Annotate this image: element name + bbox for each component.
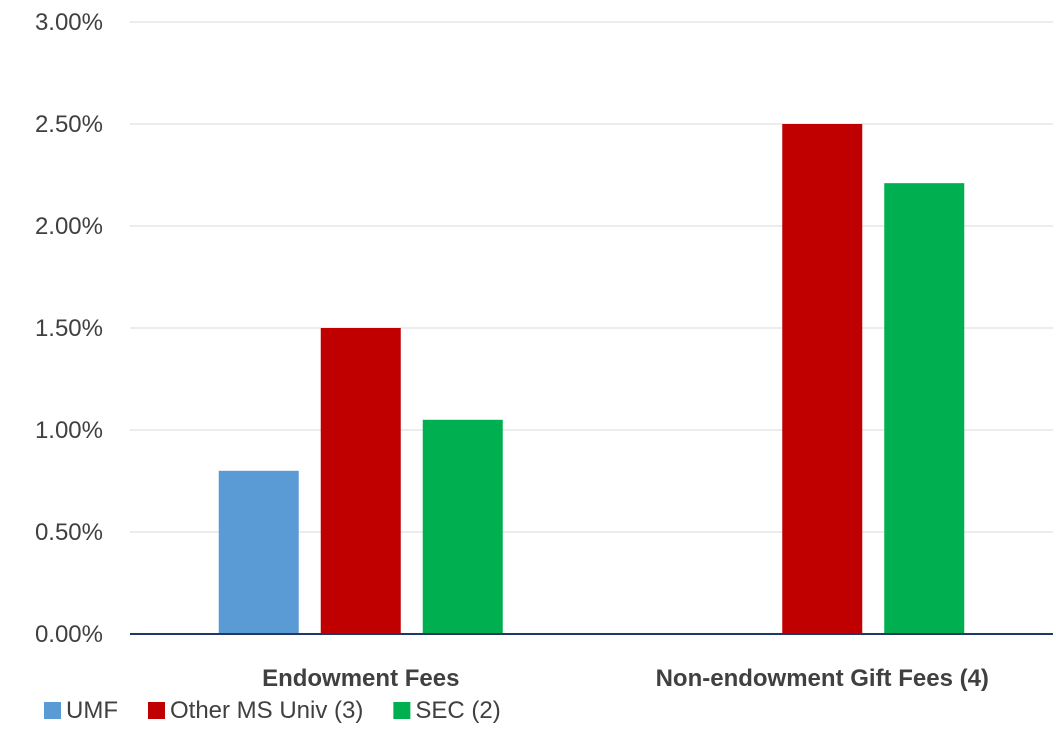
bars bbox=[218, 124, 965, 634]
y-tick-label: 2.50% bbox=[35, 111, 103, 138]
x-category-label: Non-endowment Gift Fees (4) bbox=[656, 665, 989, 692]
y-tick-label: 2.00% bbox=[35, 213, 103, 240]
legend-swatch bbox=[393, 702, 411, 719]
bar bbox=[884, 183, 965, 634]
legend-label: Other MS Univ (3) bbox=[170, 697, 363, 724]
legend-swatch bbox=[44, 702, 61, 719]
x-category-label: Endowment Fees bbox=[262, 665, 459, 692]
legend-label: SEC (2) bbox=[415, 697, 500, 724]
legend[interactable]: UMF Other MS Univ (3) SEC (2) bbox=[44, 697, 501, 724]
legend-item[interactable]: UMF bbox=[44, 697, 118, 724]
legend-swatch bbox=[147, 702, 165, 719]
bar bbox=[782, 124, 863, 634]
y-tick-labels: 0.00% 0.50% 1.00% 1.50% 2.00% 2.50% 3.00% bbox=[35, 9, 103, 648]
bar bbox=[422, 419, 503, 634]
y-tick-label: 1.50% bbox=[35, 315, 103, 342]
bar bbox=[218, 470, 299, 634]
bar bbox=[320, 328, 401, 634]
legend-label: UMF bbox=[66, 697, 118, 724]
legend-item[interactable]: SEC (2) bbox=[393, 697, 501, 724]
legend-item[interactable]: Other MS Univ (3) bbox=[147, 697, 363, 724]
y-tick-label: 0.00% bbox=[35, 621, 103, 648]
y-tick-label: 3.00% bbox=[35, 9, 103, 36]
y-tick-label: 1.00% bbox=[35, 417, 103, 444]
category-labels: Endowment Fees Non-endowment Gift Fees (4… bbox=[262, 665, 989, 692]
y-tick-label: 0.50% bbox=[35, 519, 103, 546]
